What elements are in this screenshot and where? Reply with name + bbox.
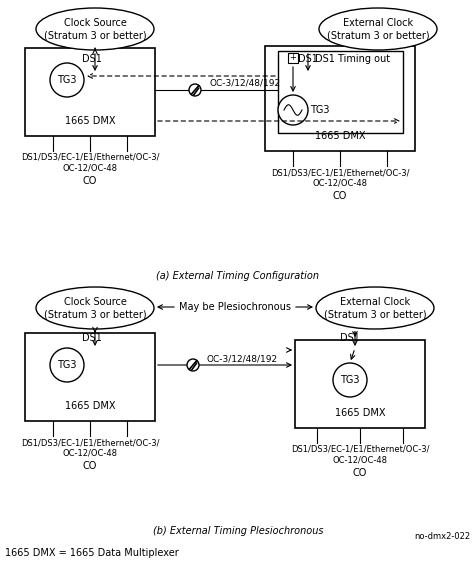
Text: 1665 DMX: 1665 DMX xyxy=(65,116,115,126)
Circle shape xyxy=(187,359,198,371)
Bar xyxy=(25,333,155,421)
Text: External Clock
(Stratum 3 or better): External Clock (Stratum 3 or better) xyxy=(326,18,428,40)
Text: DS1/DS3/EC-1/E1/Ethernet/OC-3/
OC-12/OC-48: DS1/DS3/EC-1/E1/Ethernet/OC-3/ OC-12/OC-… xyxy=(270,168,408,187)
Ellipse shape xyxy=(36,287,154,329)
Text: OC-3/12/48/192: OC-3/12/48/192 xyxy=(209,79,280,88)
Text: DS1 Timing out: DS1 Timing out xyxy=(314,54,389,64)
Text: 1665 DMX = 1665 Data Multiplexer: 1665 DMX = 1665 Data Multiplexer xyxy=(5,548,178,558)
Circle shape xyxy=(188,84,200,96)
Text: External Clock
(Stratum 3 or better): External Clock (Stratum 3 or better) xyxy=(323,297,426,319)
Text: DS1/DS3/EC-1/E1/Ethernet/OC-3/
OC-12/OC-48: DS1/DS3/EC-1/E1/Ethernet/OC-3/ OC-12/OC-… xyxy=(21,438,159,457)
Text: TG3: TG3 xyxy=(57,75,77,85)
Text: +: + xyxy=(289,54,296,62)
Text: 1665 DMX: 1665 DMX xyxy=(314,131,365,141)
Text: May be Plesiochronous: May be Plesiochronous xyxy=(178,302,290,312)
Text: CO: CO xyxy=(83,176,97,186)
Text: Clock Source
(Stratum 3 or better): Clock Source (Stratum 3 or better) xyxy=(44,297,146,319)
Text: (b) External Timing Plesiochronous: (b) External Timing Plesiochronous xyxy=(152,526,323,536)
Bar xyxy=(294,340,424,428)
Bar xyxy=(265,46,414,151)
Text: no-dmx2-022: no-dmx2-022 xyxy=(413,532,469,541)
Text: Clock Source
(Stratum 3 or better): Clock Source (Stratum 3 or better) xyxy=(44,18,146,40)
Text: TG3: TG3 xyxy=(309,105,329,115)
Text: TG3: TG3 xyxy=(339,375,359,385)
Text: DS1/DS3/EC-1/E1/Ethernet/OC-3/
OC-12/OC-48: DS1/DS3/EC-1/E1/Ethernet/OC-3/ OC-12/OC-… xyxy=(21,153,159,173)
Ellipse shape xyxy=(318,8,436,50)
Bar xyxy=(288,53,298,63)
Text: DS1: DS1 xyxy=(82,333,102,343)
Bar xyxy=(25,48,155,136)
Text: CO: CO xyxy=(83,461,97,471)
Circle shape xyxy=(278,95,307,125)
Text: CO: CO xyxy=(332,191,347,201)
Text: OC-3/12/48/192: OC-3/12/48/192 xyxy=(207,354,278,363)
Ellipse shape xyxy=(36,8,154,50)
Circle shape xyxy=(50,348,84,382)
Text: DS1: DS1 xyxy=(298,54,317,64)
Text: DS1: DS1 xyxy=(82,54,102,64)
Text: CO: CO xyxy=(352,468,367,478)
Text: DS1: DS1 xyxy=(339,333,359,343)
Circle shape xyxy=(50,63,84,97)
Text: (a) External Timing Configuration: (a) External Timing Configuration xyxy=(156,271,319,281)
Text: TG3: TG3 xyxy=(57,360,77,370)
Text: 1665 DMX: 1665 DMX xyxy=(334,408,385,418)
Bar xyxy=(278,51,402,133)
Ellipse shape xyxy=(315,287,433,329)
Circle shape xyxy=(332,363,366,397)
Text: 1665 DMX: 1665 DMX xyxy=(65,401,115,411)
Text: DS1/DS3/EC-1/E1/Ethernet/OC-3/
OC-12/OC-48: DS1/DS3/EC-1/E1/Ethernet/OC-3/ OC-12/OC-… xyxy=(290,445,428,464)
